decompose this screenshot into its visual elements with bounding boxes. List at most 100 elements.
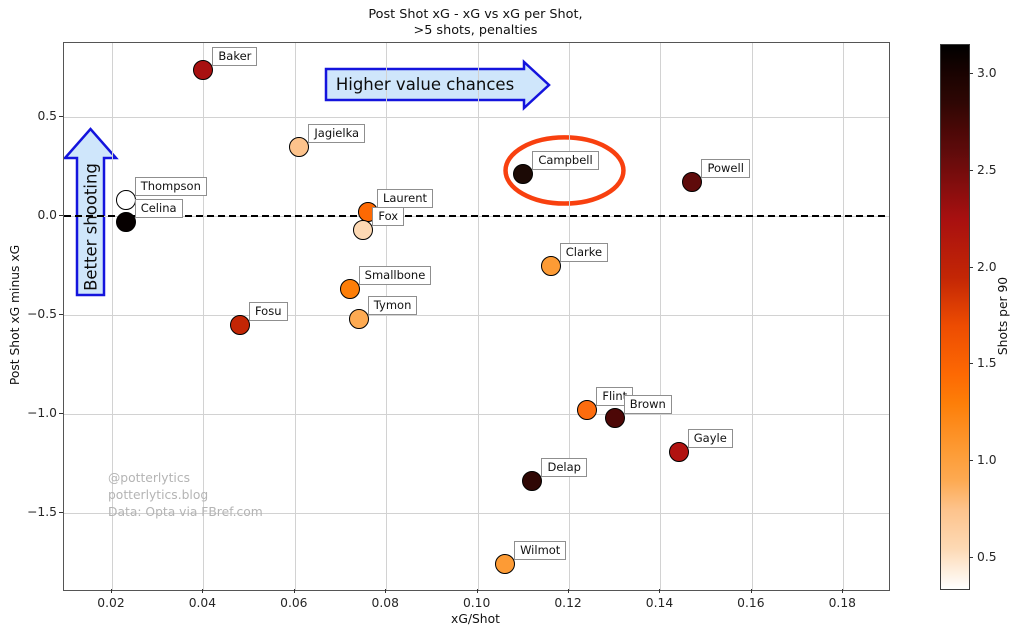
x-tickmark <box>568 589 570 593</box>
x-tickmark <box>202 589 204 593</box>
colorbar-tickmark <box>969 557 973 559</box>
data-point-tymon <box>348 308 369 329</box>
colorbar-tick-label: 1.5 <box>977 356 997 371</box>
colorbar-tick-label: 2.5 <box>977 162 997 177</box>
data-point-clarke <box>540 255 561 276</box>
data-point-flint <box>577 400 598 421</box>
zero-line <box>64 215 889 218</box>
colorbar-tick-label: 0.5 <box>977 550 997 565</box>
x-tick-label: 0.10 <box>462 596 491 610</box>
data-point-baker <box>193 59 214 80</box>
data-point-wilmot <box>495 554 516 575</box>
y-tick-label: −0.5 <box>27 307 57 321</box>
watermark: @potterlytics potterlytics.blog Data: Op… <box>108 470 263 521</box>
x-gridline <box>843 43 845 590</box>
y-gridline <box>64 315 889 316</box>
better-shooting-label: Better shooting <box>81 163 101 291</box>
y-gridline <box>64 117 889 119</box>
point-label: Fosu <box>248 301 288 321</box>
chart-title-line2: >5 shots, penalties <box>413 23 538 38</box>
y-tickmark <box>59 413 63 414</box>
colorbar-tickmark <box>969 363 973 365</box>
x-gridline <box>294 43 296 590</box>
point-label: Powell <box>701 159 750 179</box>
x-tick-label: 0.04 <box>188 596 217 610</box>
point-label: Delap <box>541 458 587 478</box>
x-tick-label: 0.14 <box>645 596 674 610</box>
data-point-jagielka <box>289 136 310 157</box>
colorbar-tick-label: 2.0 <box>977 259 997 274</box>
y-gridline <box>64 414 889 415</box>
x-gridline <box>111 43 113 590</box>
colorbar-tickmark <box>969 73 973 75</box>
point-label: Thompson <box>134 177 207 197</box>
point-label: Celina <box>134 198 183 218</box>
higher-value-chances-label: Higher value chances <box>335 75 515 94</box>
x-gridline <box>203 43 205 590</box>
y-tickmark <box>59 116 63 118</box>
data-point-thompson <box>115 190 136 211</box>
y-tickmark <box>59 215 63 217</box>
data-point-delap <box>522 471 543 492</box>
data-point-campbell <box>513 164 534 185</box>
x-tickmark <box>659 589 661 593</box>
data-point-fox <box>353 219 374 240</box>
point-label: Jagielka <box>308 123 366 143</box>
colorbar-tickmark <box>969 266 973 268</box>
colorbar-tick-label: 3.0 <box>977 66 997 81</box>
x-gridline <box>569 43 571 590</box>
point-label: Brown <box>623 394 672 414</box>
x-gridline <box>386 43 388 590</box>
data-point-smallbone <box>339 279 360 300</box>
x-tickmark <box>842 589 844 593</box>
x-tickmark <box>476 589 478 593</box>
point-label: Gayle <box>687 428 733 448</box>
colorbar-tickmark <box>969 460 973 462</box>
x-tick-label: 0.08 <box>371 596 399 610</box>
point-label: Smallbone <box>358 266 432 286</box>
x-tickmark <box>293 589 295 593</box>
data-point-brown <box>604 407 625 428</box>
x-tick-label: 0.16 <box>737 596 765 610</box>
y-tickmark <box>59 314 63 315</box>
x-tick-label: 0.12 <box>554 596 582 610</box>
point-label: Laurent <box>376 189 434 209</box>
watermark-line2: potterlytics.blog <box>108 488 209 502</box>
point-label: Campbell <box>532 151 599 171</box>
chart-title: Post Shot xG - xG vs xG per Shot, >5 sho… <box>63 7 888 39</box>
x-tickmark <box>110 589 112 593</box>
point-label: Clarke <box>559 242 609 262</box>
y-tick-label: 0.5 <box>37 109 57 124</box>
plot-area: Higher value chances Better shooting @po… <box>63 42 890 591</box>
watermark-line1: @potterlytics <box>108 471 190 485</box>
y-tick-label: 0.0 <box>37 208 57 223</box>
colorbar-tickmark <box>969 169 973 171</box>
x-gridline <box>751 43 753 590</box>
data-point-gayle <box>668 441 689 462</box>
data-point-celina <box>115 211 136 232</box>
watermark-line3: Data: Opta via FBref.com <box>108 505 263 519</box>
y-tickmark <box>59 511 63 513</box>
x-tickmark <box>750 589 752 593</box>
data-point-fosu <box>229 314 250 335</box>
colorbar <box>940 44 970 590</box>
x-tick-label: 0.18 <box>828 596 856 610</box>
colorbar-tick-label: 1.0 <box>977 453 997 468</box>
x-gridline <box>477 43 479 590</box>
y-gridline <box>64 512 889 514</box>
x-axis-label: xG/Shot <box>451 612 500 626</box>
point-label: Fox <box>372 206 405 226</box>
x-tick-label: 0.06 <box>280 596 308 610</box>
x-tick-label: 0.02 <box>97 596 125 610</box>
data-point-powell <box>682 172 703 193</box>
point-label: Tymon <box>367 295 418 315</box>
point-label: Baker <box>212 46 258 66</box>
chart-title-line1: Post Shot xG - xG vs xG per Shot, <box>368 7 583 22</box>
x-tickmark <box>385 589 387 593</box>
y-tick-label: −1.5 <box>27 504 57 519</box>
colorbar-label: Shots per 90 <box>996 276 1010 356</box>
x-gridline <box>660 43 662 590</box>
y-tick-label: −1.0 <box>27 406 57 420</box>
point-label: Wilmot <box>514 541 567 561</box>
